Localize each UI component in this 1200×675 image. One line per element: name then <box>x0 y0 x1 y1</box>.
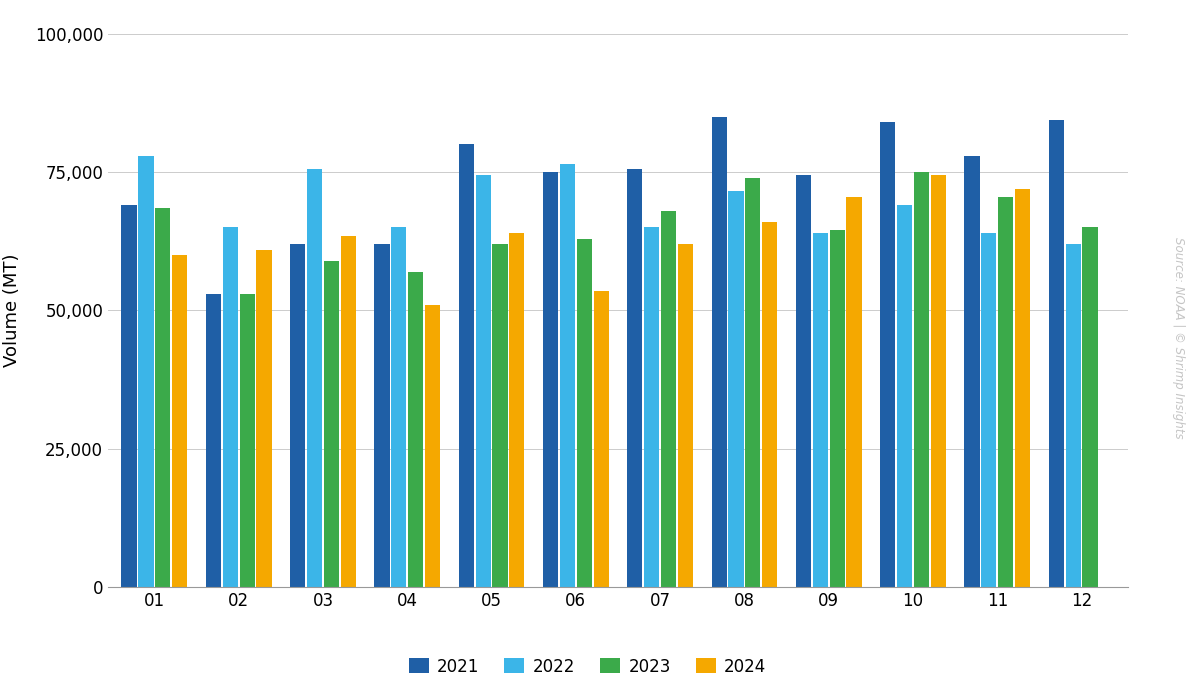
Bar <box>542 172 558 587</box>
Bar <box>290 244 305 587</box>
Bar <box>374 244 390 587</box>
Bar <box>475 175 491 587</box>
Bar <box>408 272 424 587</box>
Bar <box>880 122 895 587</box>
Bar <box>829 230 845 587</box>
Legend: 2021, 2022, 2023, 2024: 2021, 2022, 2023, 2024 <box>402 651 773 675</box>
Bar <box>240 294 254 587</box>
Bar <box>1066 244 1081 587</box>
Bar <box>628 169 642 587</box>
Bar <box>594 291 608 587</box>
Bar <box>931 175 946 587</box>
Bar <box>560 164 575 587</box>
Text: Source: NOAA | © Shrimp Insights: Source: NOAA | © Shrimp Insights <box>1172 237 1184 438</box>
Bar <box>341 236 356 587</box>
Bar <box>307 169 322 587</box>
Bar <box>812 233 828 587</box>
Bar <box>796 175 811 587</box>
Bar <box>712 117 727 587</box>
Bar <box>998 197 1013 587</box>
Bar <box>1082 227 1098 587</box>
Bar <box>1049 119 1064 587</box>
Bar <box>458 144 474 587</box>
Bar <box>121 205 137 587</box>
Bar <box>391 227 407 587</box>
Bar <box>205 294 221 587</box>
Bar <box>1015 189 1031 587</box>
Bar <box>223 227 238 587</box>
Y-axis label: Volume (MT): Volume (MT) <box>2 254 20 367</box>
Bar <box>846 197 862 587</box>
Bar <box>644 227 659 587</box>
Bar <box>172 255 187 587</box>
Bar <box>492 244 508 587</box>
Bar <box>898 205 912 587</box>
Bar <box>965 155 979 587</box>
Bar <box>982 233 996 587</box>
Bar <box>745 178 761 587</box>
Bar <box>728 192 744 587</box>
Bar <box>425 305 440 587</box>
Bar <box>678 244 694 587</box>
Bar <box>324 261 338 587</box>
Bar <box>138 155 154 587</box>
Bar <box>509 233 524 587</box>
Bar <box>661 211 676 587</box>
Bar <box>762 222 778 587</box>
Bar <box>155 208 170 587</box>
Bar <box>257 250 271 587</box>
Bar <box>914 172 929 587</box>
Bar <box>577 238 592 587</box>
